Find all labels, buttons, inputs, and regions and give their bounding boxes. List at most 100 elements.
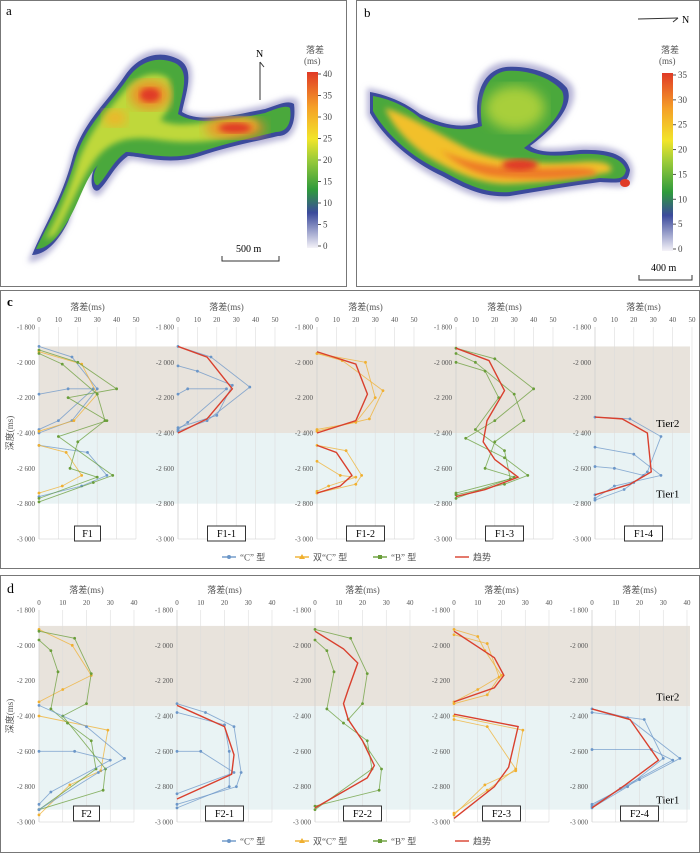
- c-type-point: [678, 757, 682, 760]
- c-type-point: [186, 421, 190, 424]
- c-type-point: [234, 785, 238, 789]
- double_c-type-point: [37, 429, 41, 433]
- c-type-point: [175, 806, 179, 810]
- c-type-point: [239, 771, 243, 774]
- c-type-point: [642, 718, 646, 721]
- b-type-point: [464, 436, 468, 440]
- double_c-type-point: [64, 451, 68, 454]
- y-tick-label: -2 200: [434, 394, 453, 402]
- colorbar-tick-label: 25: [323, 134, 333, 144]
- x-axis-label: 落差(ms): [207, 584, 242, 595]
- c-type-point: [590, 748, 594, 751]
- x-tick-label: 20: [213, 316, 221, 324]
- y-tick-label: -3 000: [432, 819, 451, 827]
- b-type-point: [37, 638, 41, 642]
- x-tick-label: 20: [630, 316, 638, 324]
- subplot-label-box: F1: [74, 525, 101, 542]
- double_c-type-point: [70, 643, 74, 647]
- c-type-point: [225, 387, 228, 391]
- y-tick-label: -3 000: [17, 536, 36, 544]
- subplot-label-box: F2-2: [343, 805, 382, 822]
- x-tick-label: 0: [593, 316, 597, 324]
- x-tick-label: 10: [197, 599, 205, 607]
- trend-line: [453, 713, 519, 820]
- double_c-type-point: [354, 421, 358, 424]
- panel-d-charts: d Tier2 Tier1 深度(ms) 落差(ms) 0 10 20 30 40 -1 800 -…: [0, 575, 700, 853]
- b-type-point: [503, 482, 506, 486]
- x-tick-label: 20: [74, 316, 82, 324]
- colorbar-tick-label: 10: [323, 198, 333, 208]
- b-type-point: [454, 360, 458, 364]
- y-tick-label: -2 400: [570, 713, 589, 721]
- subplot-label-box: F1-1: [207, 525, 246, 542]
- c-type-point: [593, 498, 597, 502]
- fault-throw-map-a: [28, 50, 299, 262]
- y-tick-label: -3 000: [17, 819, 36, 827]
- c-type-point: [123, 757, 126, 760]
- colorbar-tick-label: 15: [678, 169, 688, 179]
- b-type-point: [68, 466, 72, 470]
- trend-line: [453, 630, 505, 703]
- y-tick-label: -3 000: [573, 536, 592, 544]
- double_c-type-point: [497, 675, 501, 679]
- subplot-label-frame: [205, 805, 244, 822]
- y-tick-label: -2 200: [295, 394, 314, 402]
- subplot-f2-4: 落差(ms) 0 10 20 30 40 -1 800 -2 000 -2 200 -2 400 -…: [570, 584, 691, 827]
- b-type-point: [503, 456, 506, 460]
- x-tick-label: 50: [133, 316, 141, 324]
- colorbar-tick-label: 40: [323, 69, 333, 79]
- double_c-type-point: [485, 725, 489, 728]
- tier1-label: Tier1: [656, 795, 679, 807]
- colorbar-gradient-b: [662, 73, 673, 251]
- b-type-point: [526, 474, 530, 477]
- b-type-point: [95, 475, 99, 479]
- y-tick-label: -2 000: [570, 642, 589, 650]
- b-type-point: [49, 707, 53, 711]
- b-type-point: [89, 739, 93, 743]
- subplot-label-box: F2: [73, 805, 100, 822]
- y-tick-label: -2 800: [293, 783, 312, 791]
- subplot-f1: 落差(ms) 0 10 20 30 40 50 -1 800 -2 000 -2 200 -2 40…: [17, 301, 140, 544]
- c-type-point: [66, 387, 70, 391]
- y-tick-label: -2 600: [295, 465, 314, 473]
- x-tick-label: 30: [660, 599, 668, 607]
- colorbar-tick-label: 35: [323, 91, 333, 101]
- b-type-point: [73, 636, 77, 640]
- c-type-point: [186, 387, 190, 391]
- trend-line: [316, 444, 353, 494]
- b-type-point: [313, 638, 317, 642]
- y-tick-label: -2 000: [17, 359, 36, 367]
- y-tick-label: -2 600: [17, 748, 36, 756]
- subplot-label-box: F1-4: [624, 525, 663, 542]
- y-tick-label: -1 800: [432, 607, 451, 615]
- b-type-point: [95, 392, 99, 396]
- legend-marker-triangle: [299, 554, 305, 559]
- y-tick-label: -2 200: [570, 677, 589, 685]
- b-type-point: [325, 707, 329, 711]
- y-tick-label: -1 800: [293, 607, 312, 615]
- scale-bar-a: 500 m: [221, 244, 280, 262]
- x-tick-label: 10: [333, 316, 341, 324]
- c-type-point: [628, 417, 632, 421]
- x-tick-label: 40: [546, 599, 554, 607]
- double_c-type-point: [360, 474, 364, 477]
- double_c-type-point: [354, 475, 358, 479]
- tier1-band: [39, 706, 690, 810]
- c-type-point: [227, 749, 231, 753]
- b-type-point: [522, 419, 526, 423]
- x-tick-label: 30: [372, 316, 380, 324]
- x-axis-label: 落差(ms): [626, 301, 661, 312]
- colorbar-tick-label: 25: [678, 120, 688, 130]
- y-tick-label: -2 400: [432, 713, 451, 721]
- y-tick-label: -3 000: [155, 819, 174, 827]
- x-tick-label: 20: [498, 599, 506, 607]
- b-type-point: [89, 672, 93, 675]
- legend-marker-circle: [227, 555, 231, 559]
- y-tick-label: -2 000: [293, 642, 312, 650]
- b-type-point: [37, 496, 41, 500]
- y-tick-label: -2 600: [156, 465, 175, 473]
- tier1-band: [39, 433, 690, 504]
- c-type-point: [209, 355, 213, 359]
- legend-label: “C” 型: [240, 553, 265, 563]
- x-tick-label: 10: [59, 599, 67, 607]
